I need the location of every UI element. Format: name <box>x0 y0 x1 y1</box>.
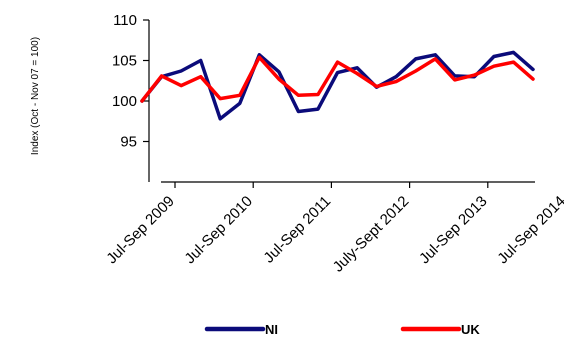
y-axis-label: Index (Oct - Nov 07 = 100) <box>30 37 41 155</box>
x-tick-label: Jul-Sep 2009 <box>103 193 178 268</box>
y-tick-label: 110 <box>113 12 137 29</box>
x-tick-labels: Jul-Sep 2009 Jul-Sep 2010 Jul-Sep 2011July… <box>103 193 564 276</box>
x-tick-label: Jul-Sep 2011 <box>260 193 334 267</box>
legend-label-ni: NI <box>265 322 278 337</box>
y-tick-label: 95 <box>120 134 137 151</box>
series-line-uk <box>140 55 535 103</box>
x-tick-label: July-Sept 2012 <box>330 193 413 276</box>
x-tick-label: Jul-Sep 2013 <box>416 193 491 268</box>
series-lines <box>140 50 535 121</box>
legend-label-uk: UK <box>461 322 480 337</box>
chart-axes <box>143 19 535 188</box>
x-tick-label: Jul-Sep 2010 <box>181 193 256 268</box>
legend: NI UK <box>204 322 480 337</box>
y-tick-labels: 95 100 105 110 <box>112 12 137 151</box>
y-tick-label: 105 <box>112 53 137 70</box>
y-tick-label: 100 <box>112 93 137 110</box>
x-tick-label: Jul-Sep 2014 <box>494 193 564 268</box>
